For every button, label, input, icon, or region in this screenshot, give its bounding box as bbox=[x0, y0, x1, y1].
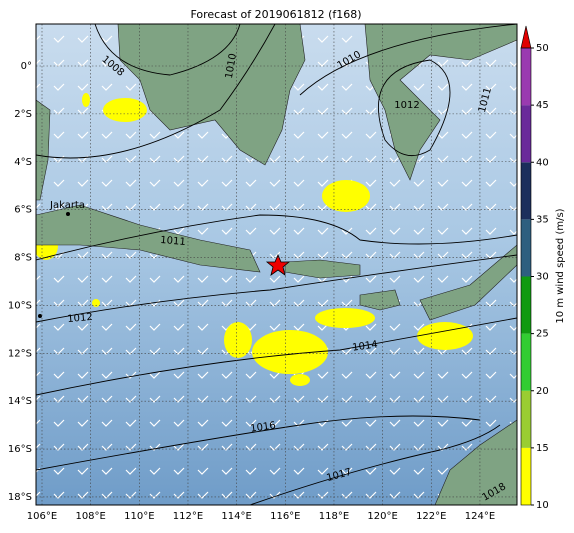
map-title: Forecast of 2019061812 (f168) bbox=[190, 8, 361, 21]
colorbar-segment bbox=[521, 390, 531, 448]
y-tick-label: 4°S bbox=[14, 157, 32, 168]
colorbar-extend bbox=[520, 25, 532, 49]
colorbar-tick-label: 10 bbox=[536, 500, 549, 511]
y-tick-label: 12°S bbox=[8, 348, 32, 359]
isobars bbox=[36, 24, 517, 505]
y-tick-label: 0° bbox=[21, 61, 32, 72]
colorbar-tick-label: 40 bbox=[536, 157, 549, 168]
x-tick-label: 120°E bbox=[367, 511, 397, 522]
colorbar-segment bbox=[521, 447, 531, 505]
y-tick-label: 18°S bbox=[8, 492, 32, 503]
land bbox=[36, 24, 517, 505]
contour-label: 1010 bbox=[224, 53, 239, 80]
contour-label: 1012 bbox=[394, 100, 419, 111]
location-star bbox=[265, 253, 291, 276]
place-label: Jakarta bbox=[49, 200, 85, 211]
x-tick-label: 108°E bbox=[75, 511, 105, 522]
axis-labels: 106°E 108°E 110°E 112°E 114°E 116°E 118°E 120°E… bbox=[8, 61, 495, 522]
x-tick-label: 106°E bbox=[27, 511, 57, 522]
y-tick-label: 10°S bbox=[8, 300, 32, 311]
x-tick-label: 112°E bbox=[173, 511, 203, 522]
colorbar-tick-label: 45 bbox=[536, 100, 549, 111]
x-tick-label: 110°E bbox=[124, 511, 154, 522]
contour-label: 1011 bbox=[160, 235, 186, 248]
x-tick-label: 118°E bbox=[319, 511, 349, 522]
colorbar-segment bbox=[521, 48, 531, 106]
colorbar-segment bbox=[521, 105, 531, 163]
colorbar-tick-label: 35 bbox=[536, 214, 549, 225]
contour-label: 1014 bbox=[352, 339, 379, 353]
y-tick-label: 14°S bbox=[8, 396, 32, 407]
colorbar-label: 10 m wind speed (m/s) bbox=[555, 208, 566, 323]
colorbar: 10 15 20 25 30 35 40 45 50 bbox=[520, 25, 549, 511]
contour-label: 1012 bbox=[67, 312, 93, 325]
map-frame bbox=[35, 23, 518, 506]
y-tick-label: 8°S bbox=[14, 253, 32, 264]
x-tick-label: 124°E bbox=[465, 511, 495, 522]
contour-label: 1016 bbox=[250, 420, 277, 434]
colorbar-tick-label: 15 bbox=[536, 443, 549, 454]
colorbar-tick-label: 20 bbox=[536, 386, 549, 397]
y-tick-label: 2°S bbox=[14, 109, 32, 120]
city-dot bbox=[66, 212, 70, 216]
city-dot bbox=[38, 314, 42, 318]
colorbar-segment bbox=[521, 333, 531, 391]
colorbar-segment bbox=[521, 276, 531, 334]
y-tick-label: 6°S bbox=[14, 205, 32, 216]
colorbar-segment bbox=[521, 162, 531, 220]
y-tick-label: 16°S bbox=[8, 444, 32, 455]
x-tick-label: 114°E bbox=[221, 511, 251, 522]
colorbar-tick-label: 30 bbox=[536, 272, 549, 283]
colorbar-tick-label: 25 bbox=[536, 329, 549, 340]
colorbar-segment bbox=[521, 219, 531, 277]
wind-speed-areas bbox=[36, 93, 473, 386]
x-tick-label: 116°E bbox=[270, 511, 300, 522]
colorbar-tick-label: 50 bbox=[536, 43, 549, 54]
x-tick-label: 122°E bbox=[416, 511, 446, 522]
